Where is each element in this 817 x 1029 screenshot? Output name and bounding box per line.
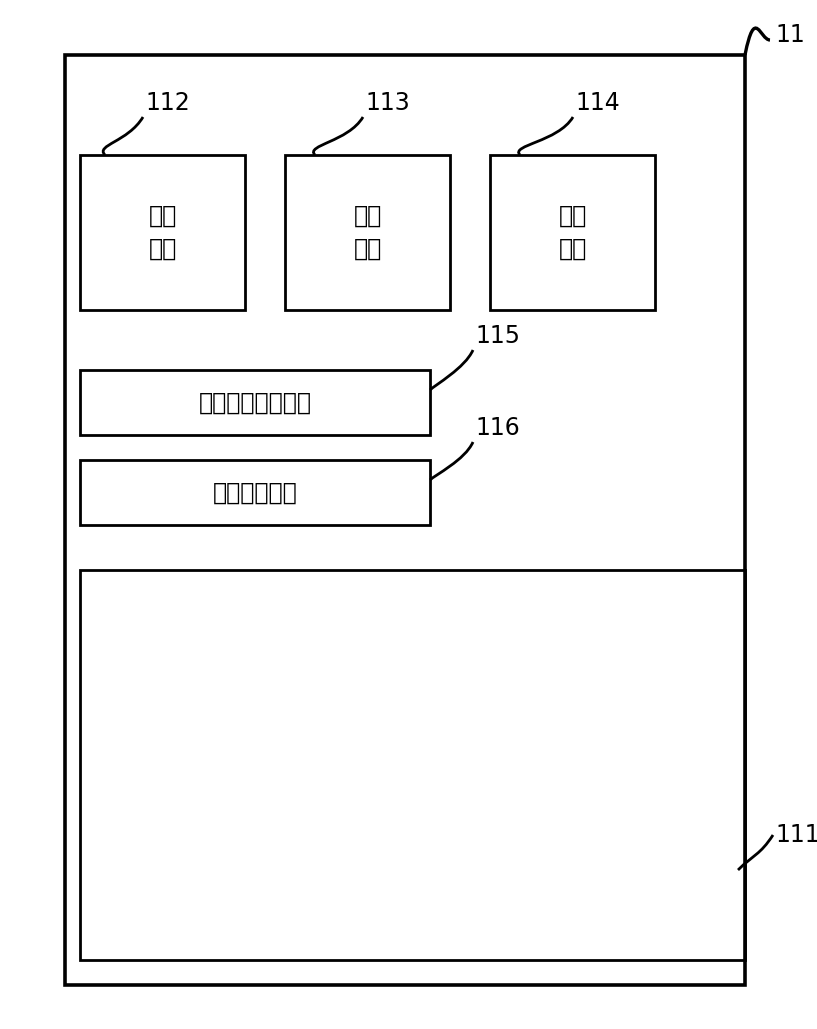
- Text: 116: 116: [475, 416, 520, 440]
- Text: 测量
按键: 测量 按键: [149, 204, 176, 261]
- Text: 蓝牙连接按键: 蓝牙连接按键: [212, 481, 297, 504]
- Text: 清窗
按键: 清窗 按键: [558, 204, 587, 261]
- Text: 113: 113: [365, 91, 410, 115]
- Text: 蓝牙模块启动按键: 蓝牙模块启动按键: [199, 390, 311, 415]
- Text: 115: 115: [475, 324, 520, 348]
- Text: 暂停
按键: 暂停 按键: [354, 204, 382, 261]
- Text: 11: 11: [775, 23, 805, 47]
- Text: 112: 112: [145, 91, 190, 115]
- Text: 114: 114: [575, 91, 620, 115]
- Text: 111: 111: [775, 823, 817, 847]
